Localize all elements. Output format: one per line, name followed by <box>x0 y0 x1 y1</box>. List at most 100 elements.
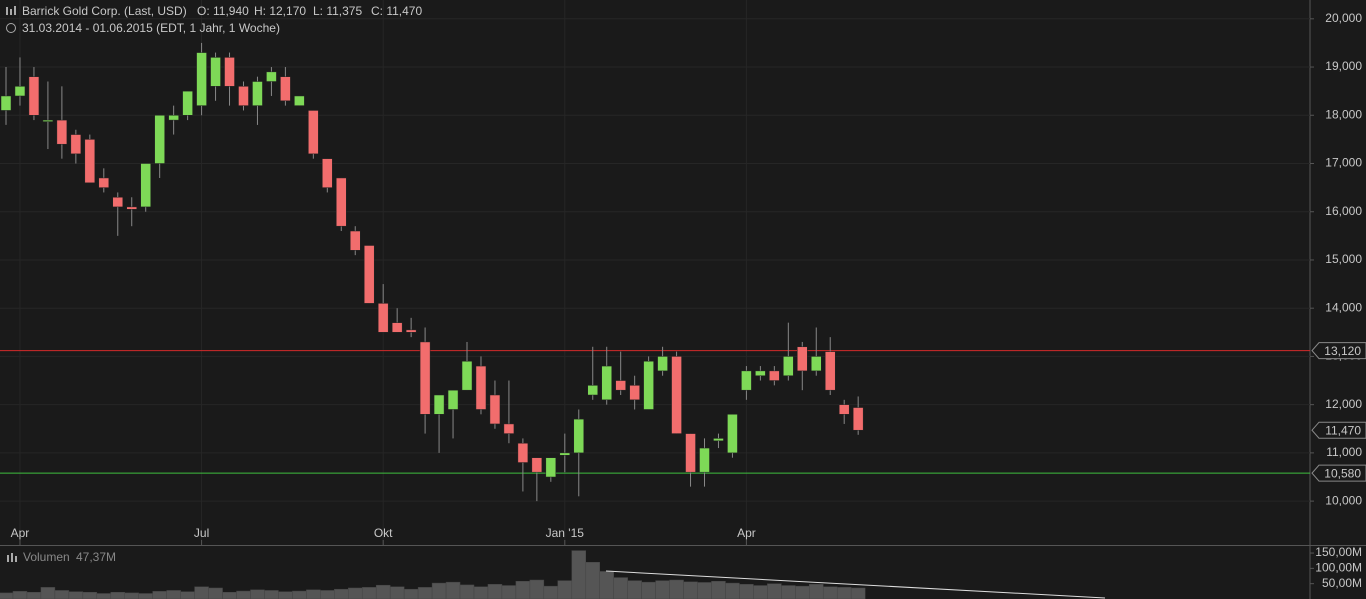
candle-body <box>811 356 822 372</box>
candle-body <box>98 177 110 188</box>
volume-bar <box>82 592 98 599</box>
volume-bar <box>585 561 600 599</box>
volume-bar <box>641 581 656 599</box>
candle-body <box>797 346 808 372</box>
ohlc-high: H: 12,170 <box>254 4 306 18</box>
volume-bar <box>501 585 517 599</box>
volume-bar <box>54 590 70 599</box>
candle-body <box>685 433 696 473</box>
candle-body <box>587 385 598 396</box>
volume-bar <box>473 586 489 599</box>
volume-bar <box>529 579 545 599</box>
candle-body <box>489 394 501 425</box>
volume-icon <box>7 553 17 562</box>
volume-bar <box>669 579 684 599</box>
chart-subtitle: 31.03.2014 - 01.06.2015 (EDT, 1 Jahr, 1 … <box>22 21 280 35</box>
candle-body <box>84 139 96 184</box>
volume-bar <box>375 584 391 599</box>
volume-bar <box>655 580 670 599</box>
y-tick-label: 19,000 <box>1325 59 1362 73</box>
volume-bar <box>26 592 42 599</box>
candle-body <box>182 90 193 116</box>
candle-body <box>168 115 179 121</box>
ohlc-close: C: 11,470 <box>371 4 422 18</box>
volume-bar <box>459 584 475 599</box>
volume-bar <box>836 587 852 599</box>
candle-body <box>433 394 445 415</box>
volume-bar <box>795 585 810 599</box>
candle-body <box>350 230 361 251</box>
candle-body <box>196 52 207 106</box>
volume-bar <box>361 587 377 599</box>
volume-bar <box>0 592 14 599</box>
candle-body <box>294 95 305 106</box>
volume-bar <box>110 592 125 599</box>
level-tag <box>1311 464 1366 482</box>
candle-body <box>503 423 515 434</box>
candle-body <box>671 356 682 434</box>
candle-body <box>266 71 277 82</box>
ohlc-open: O: 11,940 <box>197 4 249 18</box>
candle-body <box>615 380 626 391</box>
volume-bar <box>725 582 740 599</box>
volume-tick-label: 100,00M <box>1315 561 1362 575</box>
volume-bar <box>403 588 419 599</box>
chart-title: Barrick Gold Corp. (Last, USD) <box>22 4 187 18</box>
volume-bar <box>822 586 838 599</box>
candle-body <box>573 418 585 454</box>
candle-body <box>727 414 738 454</box>
volume-bar <box>683 581 698 599</box>
trend-line <box>605 570 1106 599</box>
candle-body <box>112 197 124 208</box>
volume-bar <box>138 593 153 599</box>
volume-bar <box>417 587 433 599</box>
x-tick-label: Okt <box>374 526 393 540</box>
volume-bar <box>306 589 321 599</box>
volume-bar <box>292 590 307 599</box>
volume-bar <box>124 592 139 599</box>
volume-tick-label: 150,00M <box>1315 545 1362 559</box>
candle-body <box>391 322 403 333</box>
y-tick-label: 17,000 <box>1325 156 1362 170</box>
candle-body <box>852 407 864 431</box>
candle-body <box>252 81 263 106</box>
volume-bar <box>96 593 112 599</box>
y-tick-label: 15,000 <box>1325 252 1362 266</box>
volume-bar <box>194 586 209 599</box>
level-label: 13,120 <box>1324 344 1361 358</box>
volume-bar <box>753 585 768 599</box>
volume-bar <box>68 591 84 599</box>
x-tick-label: Jan '15 <box>546 526 585 540</box>
volume-bar <box>12 591 28 599</box>
volume-bar <box>557 580 573 599</box>
volume-bar <box>40 587 56 599</box>
volume-bar <box>180 591 195 599</box>
last-price-tag <box>1311 421 1366 439</box>
volume-bar <box>236 590 251 599</box>
candle-body <box>559 452 571 456</box>
y-tick-label: 14,000 <box>1325 300 1362 314</box>
candle-body <box>70 134 82 155</box>
candle-body <box>405 329 417 333</box>
chart-icon <box>6 6 16 15</box>
volume-bar <box>348 587 363 599</box>
ohlc-low: L: 11,375 <box>313 4 362 18</box>
candle-body <box>238 86 249 106</box>
volume-bar <box>809 584 824 599</box>
volume-bar <box>781 585 796 599</box>
volume-bar <box>320 590 335 599</box>
volume-value: 47,37M <box>76 550 116 564</box>
x-tick-label: Apr <box>737 526 756 540</box>
candle-body <box>126 206 137 210</box>
volume-bar <box>334 588 349 599</box>
candle-body <box>601 365 612 401</box>
candle-body <box>769 370 780 381</box>
candle-body <box>308 110 319 155</box>
volume-bar <box>208 587 223 599</box>
y-tick-label: 18,000 <box>1325 107 1362 121</box>
candle-body <box>140 163 151 208</box>
candle-body <box>154 115 165 164</box>
candle-body <box>280 76 291 102</box>
